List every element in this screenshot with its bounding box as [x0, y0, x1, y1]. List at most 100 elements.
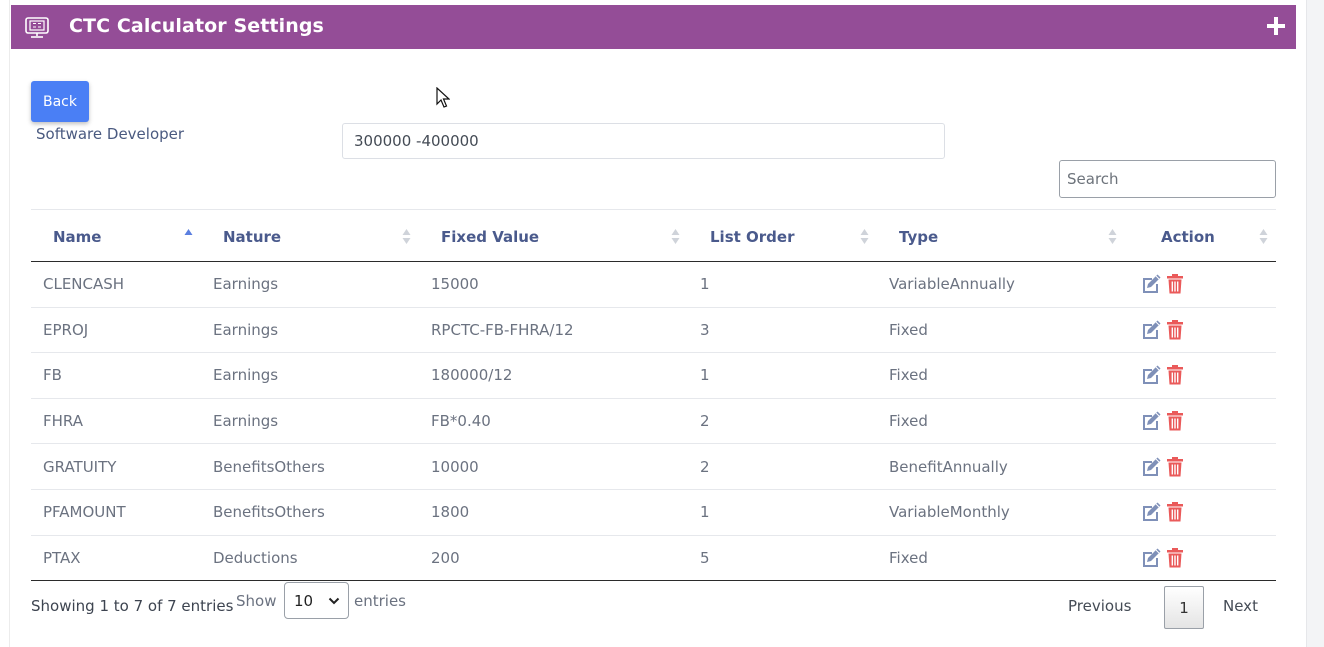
- column-header-action[interactable]: Action: [1125, 209, 1276, 262]
- page-size-select[interactable]: 10: [284, 582, 349, 619]
- name-cell: EPROJ: [31, 307, 201, 354]
- action-icons: [1140, 319, 1276, 341]
- action-cell: [1125, 352, 1276, 399]
- nature-cell: BenefitsOthers: [201, 489, 419, 536]
- column-header-name[interactable]: Name: [31, 209, 201, 262]
- type-cell: Fixed: [877, 307, 1125, 354]
- chevron-down-icon: [328, 597, 340, 605]
- action-icons: [1140, 547, 1276, 569]
- name-cell: GRATUITY: [31, 443, 201, 490]
- fixed-value-cell: 200: [419, 535, 688, 582]
- action-cell: [1125, 307, 1276, 354]
- column-header-type[interactable]: Type: [877, 209, 1125, 262]
- column-header-nature[interactable]: Nature: [201, 209, 419, 262]
- fixed-value-cell: 10000: [419, 443, 688, 490]
- page-size-value: 10: [294, 591, 314, 610]
- delete-icon[interactable]: [1164, 410, 1186, 432]
- edit-icon[interactable]: [1140, 410, 1162, 432]
- column-header-list-order[interactable]: List Order: [688, 209, 877, 262]
- fixed-value-cell: RPCTC-FB-FHRA/12: [419, 307, 688, 354]
- action-cell: [1125, 489, 1276, 536]
- nature-cell: Deductions: [201, 535, 419, 582]
- components-table: Name Nature Fixed Value List Order Type …: [31, 209, 1276, 582]
- edit-icon[interactable]: [1140, 364, 1162, 386]
- action-cell: [1125, 261, 1276, 308]
- edit-icon[interactable]: [1140, 319, 1162, 341]
- plus-icon[interactable]: [1266, 16, 1286, 36]
- type-cell: Fixed: [877, 398, 1125, 445]
- left-rail: [0, 0, 10, 647]
- sort-icon: [671, 229, 680, 244]
- fixed-value-cell: 15000: [419, 261, 688, 308]
- nature-cell: Earnings: [201, 352, 419, 399]
- delete-icon[interactable]: [1164, 273, 1186, 295]
- action-cell: [1125, 398, 1276, 445]
- calculator-monitor-icon: [25, 17, 49, 38]
- list-order-cell: 5: [688, 535, 877, 582]
- action-cell: [1125, 535, 1276, 582]
- delete-icon[interactable]: [1164, 319, 1186, 341]
- column-header-fixed-value[interactable]: Fixed Value: [419, 209, 688, 262]
- table-body: CLENCASH Earnings 15000 1 VariableAnnually EP…: [31, 261, 1276, 582]
- table-row: PFAMOUNT BenefitsOthers 1800 1 VariableMonth…: [31, 489, 1276, 536]
- table-row: GRATUITY BenefitsOthers 10000 2 BenefitAnnua…: [31, 443, 1276, 490]
- designation-label: Software Developer: [36, 125, 185, 143]
- list-order-cell: 1: [688, 489, 877, 536]
- search-input[interactable]: [1059, 160, 1276, 198]
- next-page-button[interactable]: Next: [1223, 597, 1258, 615]
- nature-cell: Earnings: [201, 398, 419, 445]
- nature-cell: Earnings: [201, 261, 419, 308]
- settings-card: CTC Calculator Settings Back Software De…: [11, 5, 1296, 647]
- name-cell: FB: [31, 352, 201, 399]
- list-order-cell: 2: [688, 398, 877, 445]
- action-icons: [1140, 273, 1276, 295]
- previous-page-button[interactable]: Previous: [1068, 597, 1132, 615]
- delete-icon[interactable]: [1164, 364, 1186, 386]
- table-row: FB Earnings 180000/12 1 Fixed: [31, 352, 1276, 399]
- action-cell: [1125, 443, 1276, 490]
- list-order-cell: 2: [688, 443, 877, 490]
- type-cell: VariableMonthly: [877, 489, 1125, 536]
- name-cell: CLENCASH: [31, 261, 201, 308]
- type-cell: VariableAnnually: [877, 261, 1125, 308]
- salary-range-field[interactable]: 300000 -400000: [342, 123, 945, 159]
- sort-icon: [1108, 229, 1117, 244]
- edit-icon[interactable]: [1140, 501, 1162, 523]
- page-title: CTC Calculator Settings: [69, 15, 324, 37]
- sort-asc-icon: [184, 229, 193, 235]
- delete-icon[interactable]: [1164, 547, 1186, 569]
- sort-icon: [402, 229, 411, 244]
- entries-label: entries: [354, 592, 406, 610]
- sort-icon: [860, 229, 869, 244]
- action-icons: [1140, 364, 1276, 386]
- nature-cell: BenefitsOthers: [201, 443, 419, 490]
- edit-icon[interactable]: [1140, 456, 1162, 478]
- edit-icon[interactable]: [1140, 273, 1162, 295]
- delete-icon[interactable]: [1164, 456, 1186, 478]
- action-icons: [1140, 456, 1276, 478]
- fixed-value-cell: FB*0.40: [419, 398, 688, 445]
- page-1-button[interactable]: 1: [1164, 586, 1204, 629]
- name-cell: FHRA: [31, 398, 201, 445]
- fixed-value-cell: 180000/12: [419, 352, 688, 399]
- name-cell: PTAX: [31, 535, 201, 582]
- mouse-cursor-icon: [436, 87, 450, 108]
- card-header: CTC Calculator Settings: [11, 5, 1296, 49]
- edit-icon[interactable]: [1140, 547, 1162, 569]
- table-info: Showing 1 to 7 of 7 entries: [31, 597, 234, 615]
- table-row: EPROJ Earnings RPCTC-FB-FHRA/12 3 Fixed: [31, 307, 1276, 354]
- table-row: PTAX Deductions 200 5 Fixed: [31, 535, 1276, 582]
- type-cell: BenefitAnnually: [877, 443, 1125, 490]
- fixed-value-cell: 1800: [419, 489, 688, 536]
- delete-icon[interactable]: [1164, 501, 1186, 523]
- list-order-cell: 3: [688, 307, 877, 354]
- name-cell: PFAMOUNT: [31, 489, 201, 536]
- scrollbar-track[interactable]: [1306, 0, 1324, 647]
- type-cell: Fixed: [877, 352, 1125, 399]
- type-cell: Fixed: [877, 535, 1125, 582]
- sort-icon: [1259, 229, 1268, 244]
- back-button[interactable]: Back: [31, 81, 89, 122]
- table-row: FHRA Earnings FB*0.40 2 Fixed: [31, 398, 1276, 445]
- action-icons: [1140, 501, 1276, 523]
- table-header-row: Name Nature Fixed Value List Order Type …: [31, 209, 1276, 262]
